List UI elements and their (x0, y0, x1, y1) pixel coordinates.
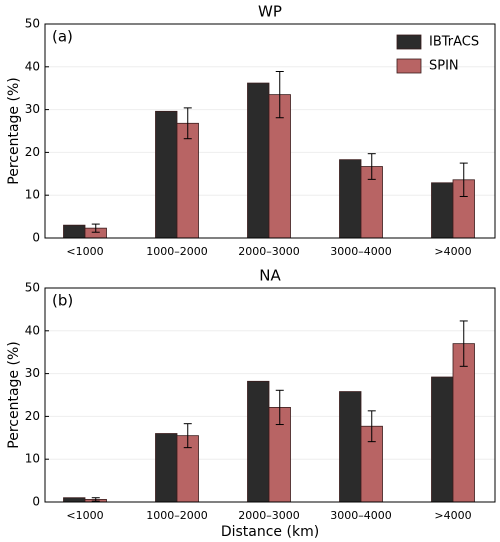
y-tick-label: 10 (25, 188, 40, 202)
plot-frame (44, 287, 496, 503)
y-axis-label: Percentage (%) (6, 77, 22, 184)
bar (176, 122, 199, 239)
y-tick-label: 20 (25, 409, 40, 423)
bar (431, 182, 454, 239)
plot-frame (44, 23, 496, 239)
x-tick-label: 2000–3000 (238, 245, 300, 258)
x-tick-label: <1000 (66, 245, 103, 258)
bar (155, 110, 178, 239)
y-tick-label: 50 (25, 281, 40, 295)
legend-swatch (396, 34, 422, 50)
x-tick-label: 3000–4000 (330, 509, 392, 522)
x-tick-label: 1000–2000 (146, 509, 208, 522)
y-tick-label: 0 (32, 495, 40, 509)
x-tick-label: 2000–3000 (238, 509, 300, 522)
x-tick-label: 3000–4000 (330, 245, 392, 258)
bar (339, 159, 362, 239)
bar (247, 82, 270, 239)
bar (431, 376, 454, 503)
x-tick-label: 1000–2000 (146, 245, 208, 258)
y-tick-label: 30 (25, 366, 40, 380)
legend-swatch (396, 58, 422, 74)
y-tick-label: 40 (25, 323, 40, 337)
y-tick-label: 30 (25, 102, 40, 116)
x-tick-label: >4000 (434, 245, 471, 258)
x-tick-label: <1000 (66, 509, 103, 522)
legend-label: SPIN (429, 59, 459, 74)
bar (63, 224, 86, 239)
bar (155, 433, 178, 503)
panel-label: (a) (52, 28, 73, 46)
y-tick-label: 10 (25, 452, 40, 466)
x-tick-label: >4000 (434, 509, 471, 522)
panel-label: (b) (52, 292, 73, 310)
bar (63, 497, 86, 503)
chart-title: NA (259, 267, 281, 285)
y-tick-label: 40 (25, 59, 40, 73)
bar (247, 380, 270, 503)
legend-label: IBTrACS (429, 35, 479, 50)
y-tick-label: 50 (25, 17, 40, 31)
bar (452, 343, 475, 503)
y-axis-label: Percentage (%) (6, 341, 22, 448)
x-axis-label: Distance (km) (221, 524, 319, 540)
bar (339, 391, 362, 503)
y-tick-label: 20 (25, 145, 40, 159)
y-tick-label: 0 (32, 231, 40, 245)
chart-title: WP (258, 3, 282, 21)
